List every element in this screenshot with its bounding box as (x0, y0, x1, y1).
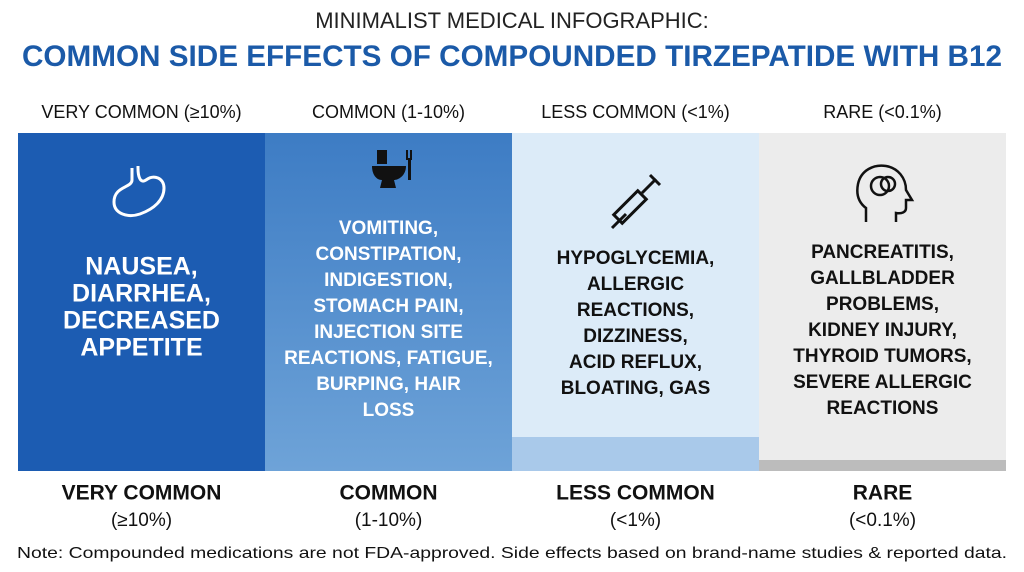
head-icon (856, 164, 915, 222)
side-effect-line: REACTIONS, FATIGUE, (284, 348, 493, 369)
frequency-label: VERY COMMON (62, 482, 222, 505)
panel-common (265, 133, 512, 471)
syringe-icon (610, 173, 662, 230)
toilet-icon (372, 150, 412, 188)
side-effect-line: DIZZINESS, (583, 326, 688, 347)
frequency-range: (1-10%) (355, 510, 423, 531)
side-effect-line: DECREASED (63, 307, 220, 335)
panel-band (759, 460, 1006, 471)
note: Note: Compounded medications are not FDA… (17, 545, 1007, 562)
side-effect-line: PANCREATITIS, (811, 242, 954, 263)
side-effect-line: STOMACH PAIN, (313, 296, 463, 317)
side-effect-line: DIARRHEA, (72, 280, 211, 308)
side-effect-line: APPETITE (80, 334, 202, 362)
side-effect-line: REACTIONS (827, 398, 939, 419)
subtitle: MINIMALIST MEDICAL INFOGRAPHIC: (315, 8, 709, 33)
column-heading: LESS COMMON (<1%) (541, 102, 730, 122)
column-heading: COMMON (1-10%) (312, 102, 465, 122)
side-effect-line: INJECTION SITE (314, 322, 463, 343)
side-effect-line: PROBLEMS, (826, 294, 939, 315)
panel-less-common (512, 133, 759, 471)
side-effect-line: VOMITING, (339, 218, 438, 239)
column-heading: RARE (<0.1%) (823, 102, 942, 122)
panel-very-common (18, 133, 265, 471)
title: COMMON SIDE EFFECTS OF COMPOUNDED TIRZEP… (22, 40, 1002, 73)
side-effect-line: ACID REFLUX, (569, 352, 702, 373)
frequency-label: COMMON (340, 482, 438, 505)
stomach-icon (112, 166, 166, 217)
frequency-range: (<1%) (610, 510, 661, 531)
frequency-label: RARE (853, 482, 913, 505)
side-effect-line: ALLERGIC (587, 274, 684, 295)
side-effect-line: GALLBLADDER (810, 268, 955, 289)
side-effect-line: NAUSEA, (85, 253, 198, 281)
side-effect-line: HYPOGLYCEMIA, (557, 248, 715, 269)
frequency-label: LESS COMMON (556, 482, 715, 505)
side-effect-line: SEVERE ALLERGIC (793, 372, 972, 393)
side-effect-line: KIDNEY INJURY, (808, 320, 957, 341)
side-effect-line: INDIGESTION, (324, 270, 453, 291)
column-heading: VERY COMMON (≥10%) (41, 102, 241, 122)
side-effect-line: BURPING, HAIR (316, 374, 461, 395)
side-effect-line: CONSTIPATION, (315, 244, 461, 265)
panel-band (512, 437, 759, 471)
side-effect-line: REACTIONS, (577, 300, 694, 321)
frequency-range: (≥10%) (111, 510, 172, 531)
side-effect-line: THYROID TUMORS, (793, 346, 971, 367)
side-effect-line: BLOATING, GAS (561, 378, 711, 399)
side-effect-line: LOSS (363, 400, 415, 421)
frequency-range: (<0.1%) (849, 510, 916, 531)
